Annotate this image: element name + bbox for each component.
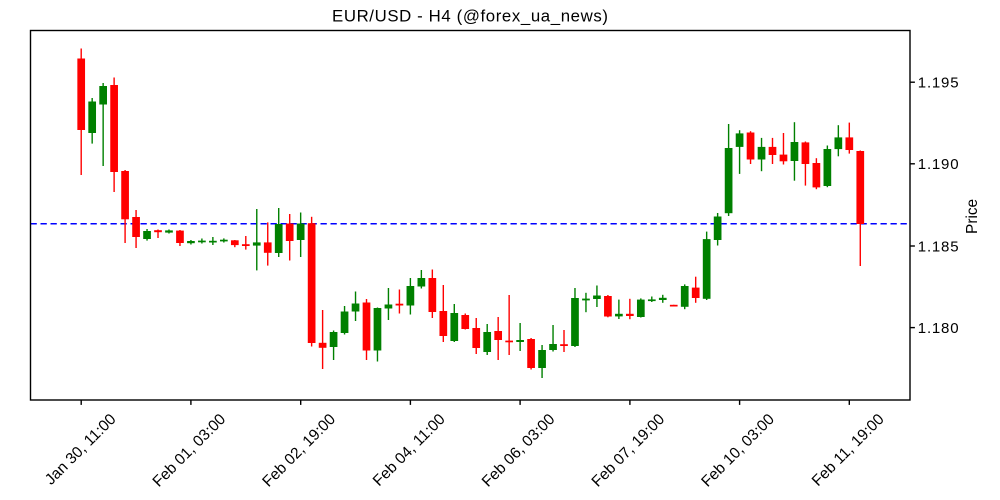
svg-text:1.190: 1.190 xyxy=(918,156,960,173)
svg-text:EUR/USD - H4 (@forex_ua_news): EUR/USD - H4 (@forex_ua_news) xyxy=(332,6,609,25)
svg-text:1.195: 1.195 xyxy=(918,75,960,92)
svg-text:Price: Price xyxy=(964,199,981,234)
svg-text:1.185: 1.185 xyxy=(918,238,960,255)
svg-text:1.180: 1.180 xyxy=(918,320,960,337)
